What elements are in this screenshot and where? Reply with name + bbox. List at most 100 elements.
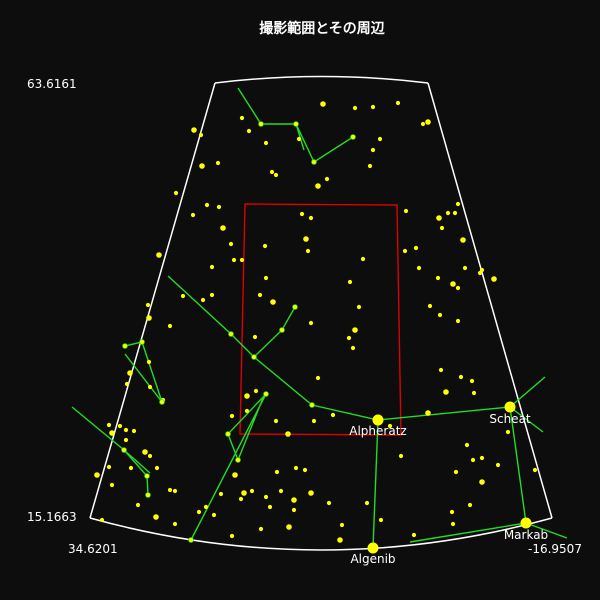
faint-star <box>94 472 100 478</box>
constellation-node <box>264 392 269 397</box>
faint-star <box>191 127 197 133</box>
constellation-node <box>259 122 264 127</box>
faint-star <box>230 414 234 418</box>
faint-star <box>348 280 352 284</box>
faint-star <box>472 391 476 395</box>
faint-star <box>241 490 247 496</box>
faint-star <box>320 101 326 107</box>
faint-star <box>491 276 497 282</box>
star-label-scheat: Scheat <box>489 412 531 426</box>
faint-star <box>239 497 243 501</box>
faint-star <box>148 454 152 458</box>
faint-star <box>274 419 278 423</box>
faint-star <box>146 315 152 321</box>
faint-star <box>129 466 133 470</box>
faint-star <box>456 319 460 323</box>
faint-star <box>450 510 454 514</box>
constellation-node <box>252 355 257 360</box>
faint-star <box>250 489 254 493</box>
corner-label-top-left: 63.6161 <box>27 77 77 91</box>
faint-star <box>125 382 129 386</box>
faint-star <box>378 137 382 141</box>
faint-star <box>379 518 383 522</box>
faint-star <box>294 466 298 470</box>
constellation-node <box>293 305 298 310</box>
faint-star <box>217 205 221 209</box>
constellation-node <box>123 344 128 349</box>
faint-star <box>264 141 268 145</box>
star-label-markab: Markab <box>504 528 548 542</box>
corner-label-bottom-ra-right: -16.9507 <box>528 542 582 556</box>
constellation-node <box>140 340 145 345</box>
faint-star <box>347 336 351 340</box>
corner-label-bottom-ra-left: 34.6201 <box>68 542 118 556</box>
faint-star <box>270 170 274 174</box>
faint-star <box>325 177 329 181</box>
faint-star <box>327 501 331 505</box>
faint-star <box>247 129 251 133</box>
faint-star <box>440 226 444 230</box>
faint-star <box>309 321 313 325</box>
constellation-node <box>226 432 231 437</box>
faint-star <box>201 298 205 302</box>
faint-star <box>229 242 233 246</box>
faint-star <box>412 533 416 537</box>
faint-star <box>368 164 372 168</box>
faint-star <box>124 438 128 442</box>
faint-star <box>403 249 407 253</box>
faint-star <box>306 249 310 253</box>
faint-star <box>204 505 208 509</box>
constellation-node <box>229 332 234 337</box>
faint-star <box>181 294 185 298</box>
faint-star <box>533 468 537 472</box>
faint-star <box>352 327 358 333</box>
faint-star <box>371 105 375 109</box>
faint-star <box>191 213 195 217</box>
constellation-node <box>310 403 315 408</box>
faint-star <box>268 505 272 509</box>
faint-star <box>353 106 357 110</box>
faint-star <box>421 122 425 126</box>
faint-star <box>451 522 455 526</box>
constellation-node <box>146 493 151 498</box>
faint-star <box>496 463 500 467</box>
faint-star <box>425 119 431 125</box>
faint-star <box>286 524 292 530</box>
faint-star <box>309 216 313 220</box>
map-title: 撮影範囲とその周辺 <box>259 20 385 37</box>
star-label-alpheratz: Alpheratz <box>349 424 406 438</box>
faint-star <box>146 303 150 307</box>
faint-star <box>506 430 510 434</box>
faint-star <box>471 458 475 462</box>
faint-star <box>258 293 262 297</box>
constellation-node <box>236 458 241 463</box>
star-markab <box>521 518 532 529</box>
faint-star <box>100 518 104 522</box>
faint-star <box>465 443 469 447</box>
faint-star <box>173 489 177 493</box>
faint-star <box>340 523 344 527</box>
faint-star <box>259 527 263 531</box>
faint-star <box>396 101 400 105</box>
faint-star <box>274 173 278 177</box>
faint-star <box>297 137 301 141</box>
faint-star <box>292 508 296 512</box>
faint-star <box>351 346 355 350</box>
faint-star <box>232 258 236 262</box>
faint-star <box>468 503 472 507</box>
faint-star <box>173 522 177 526</box>
faint-star <box>446 211 450 215</box>
faint-star <box>127 370 133 376</box>
faint-star <box>357 305 361 309</box>
faint-star <box>312 419 316 423</box>
faint-star <box>459 375 463 379</box>
faint-star <box>220 225 226 231</box>
faint-star <box>109 430 115 436</box>
corner-label-bottom-left: 15.1663 <box>27 510 77 524</box>
faint-star <box>197 510 201 514</box>
faint-star <box>439 368 443 372</box>
faint-star <box>153 514 159 520</box>
faint-star <box>264 276 268 280</box>
constellation-node <box>160 400 165 405</box>
